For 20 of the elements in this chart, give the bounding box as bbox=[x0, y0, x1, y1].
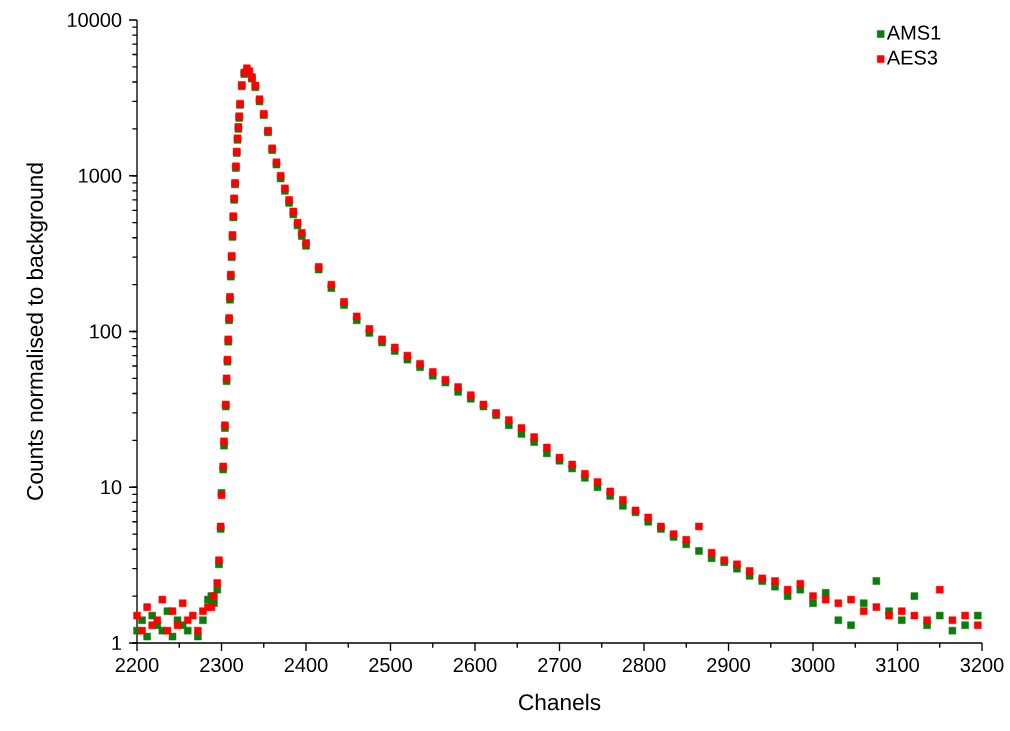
x-tick-label: 3000 bbox=[791, 657, 835, 673]
legend-label: AES3 bbox=[886, 50, 938, 65]
x-axis-title: Chanels bbox=[519, 693, 601, 711]
x-tick-label: 2600 bbox=[453, 657, 497, 673]
x-tick-label: 2200 bbox=[115, 657, 159, 673]
y-tick-label: 1 bbox=[112, 636, 122, 650]
y-tick-label: 10 bbox=[101, 480, 122, 495]
x-tick-label: 2500 bbox=[369, 657, 412, 673]
y-axis-title: Counts normalised to background bbox=[26, 163, 48, 500]
x-tick-label: 2700 bbox=[538, 657, 581, 673]
y-tick-label: 100 bbox=[90, 324, 122, 339]
x-tick-label: 2800 bbox=[622, 657, 666, 673]
y-tick-label: 10000 bbox=[67, 12, 122, 28]
x-tick-label: 3200 bbox=[960, 657, 1004, 673]
x-tick-label: 3100 bbox=[876, 657, 919, 673]
y-tick-label: 1000 bbox=[79, 168, 122, 183]
x-tick-label: 2400 bbox=[284, 657, 328, 673]
x-tick-label: 2300 bbox=[200, 657, 243, 673]
x-tick-label: 2900 bbox=[707, 657, 750, 673]
legend-label: AMS1 bbox=[886, 25, 941, 40]
